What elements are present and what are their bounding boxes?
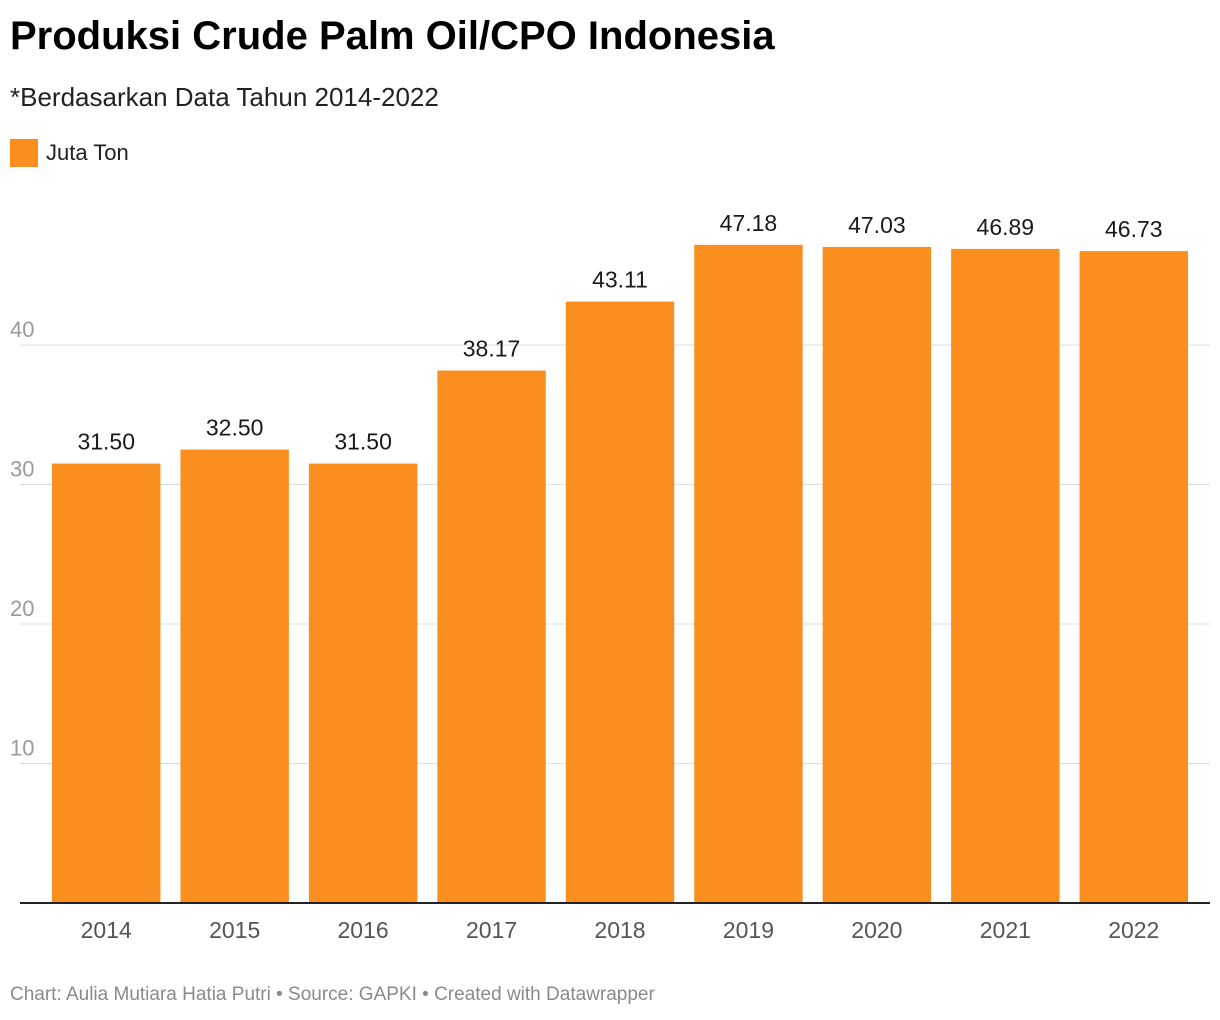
chart-subtitle: *Berdasarkan Data Tahun 2014-2022 [10, 82, 439, 112]
x-tick-label-2015: 2015 [209, 917, 260, 943]
bar-2014 [52, 463, 161, 903]
chart-title: Produksi Crude Palm Oil/CPO Indonesia [10, 14, 775, 58]
x-tick-label-2021: 2021 [980, 917, 1031, 943]
bar-2017 [437, 370, 546, 903]
legend: Juta Ton [10, 138, 129, 168]
value-labels: 31.50 32.50 31.50 38.17 43.11 47.18 47.03 46.89… [77, 210, 1162, 455]
bar-2020 [822, 246, 932, 903]
chart-footer: Chart: Aulia Mutiara Hatia Putri • Sourc… [10, 984, 655, 1005]
value-label-2019: 47.18 [720, 210, 778, 236]
value-label-2021: 46.89 [977, 214, 1035, 240]
x-tick-label-2022: 2022 [1108, 917, 1159, 943]
x-tick-label-2019: 2019 [723, 917, 774, 943]
x-tick-label-2016: 2016 [338, 917, 389, 943]
value-label-2018: 43.11 [592, 267, 648, 293]
x-axis-ticks: 2014 2015 2016 2017 2018 2019 2020 2021 2022 [81, 917, 1160, 943]
y-tick-label: 30 [10, 457, 34, 482]
bar-2016 [308, 463, 418, 903]
bar-2019 [694, 244, 803, 904]
value-label-2016: 31.50 [334, 429, 392, 455]
value-label-2015: 32.50 [206, 415, 264, 441]
bar-2018 [565, 301, 675, 904]
y-tick-label: 40 [10, 317, 34, 342]
value-label-2022: 46.73 [1105, 216, 1163, 242]
y-tick-label: 20 [10, 596, 34, 621]
value-label-2014: 31.50 [77, 429, 135, 455]
bars [52, 244, 1188, 904]
bar-2021 [951, 248, 1060, 903]
x-tick-label-2014: 2014 [81, 917, 132, 943]
bar-2022 [1079, 251, 1188, 903]
y-tick-label: 10 [10, 736, 34, 761]
bar-2015 [180, 449, 289, 903]
legend-swatch [10, 139, 38, 167]
value-label-2017: 38.17 [463, 336, 521, 362]
x-tick-label-2018: 2018 [594, 917, 645, 943]
x-tick-label-2020: 2020 [851, 917, 902, 943]
y-axis-ticks: 10 20 30 40 [10, 317, 34, 761]
legend-label: Juta Ton [46, 140, 129, 165]
value-label-2020: 47.03 [848, 212, 906, 238]
x-tick-label-2017: 2017 [466, 917, 517, 943]
